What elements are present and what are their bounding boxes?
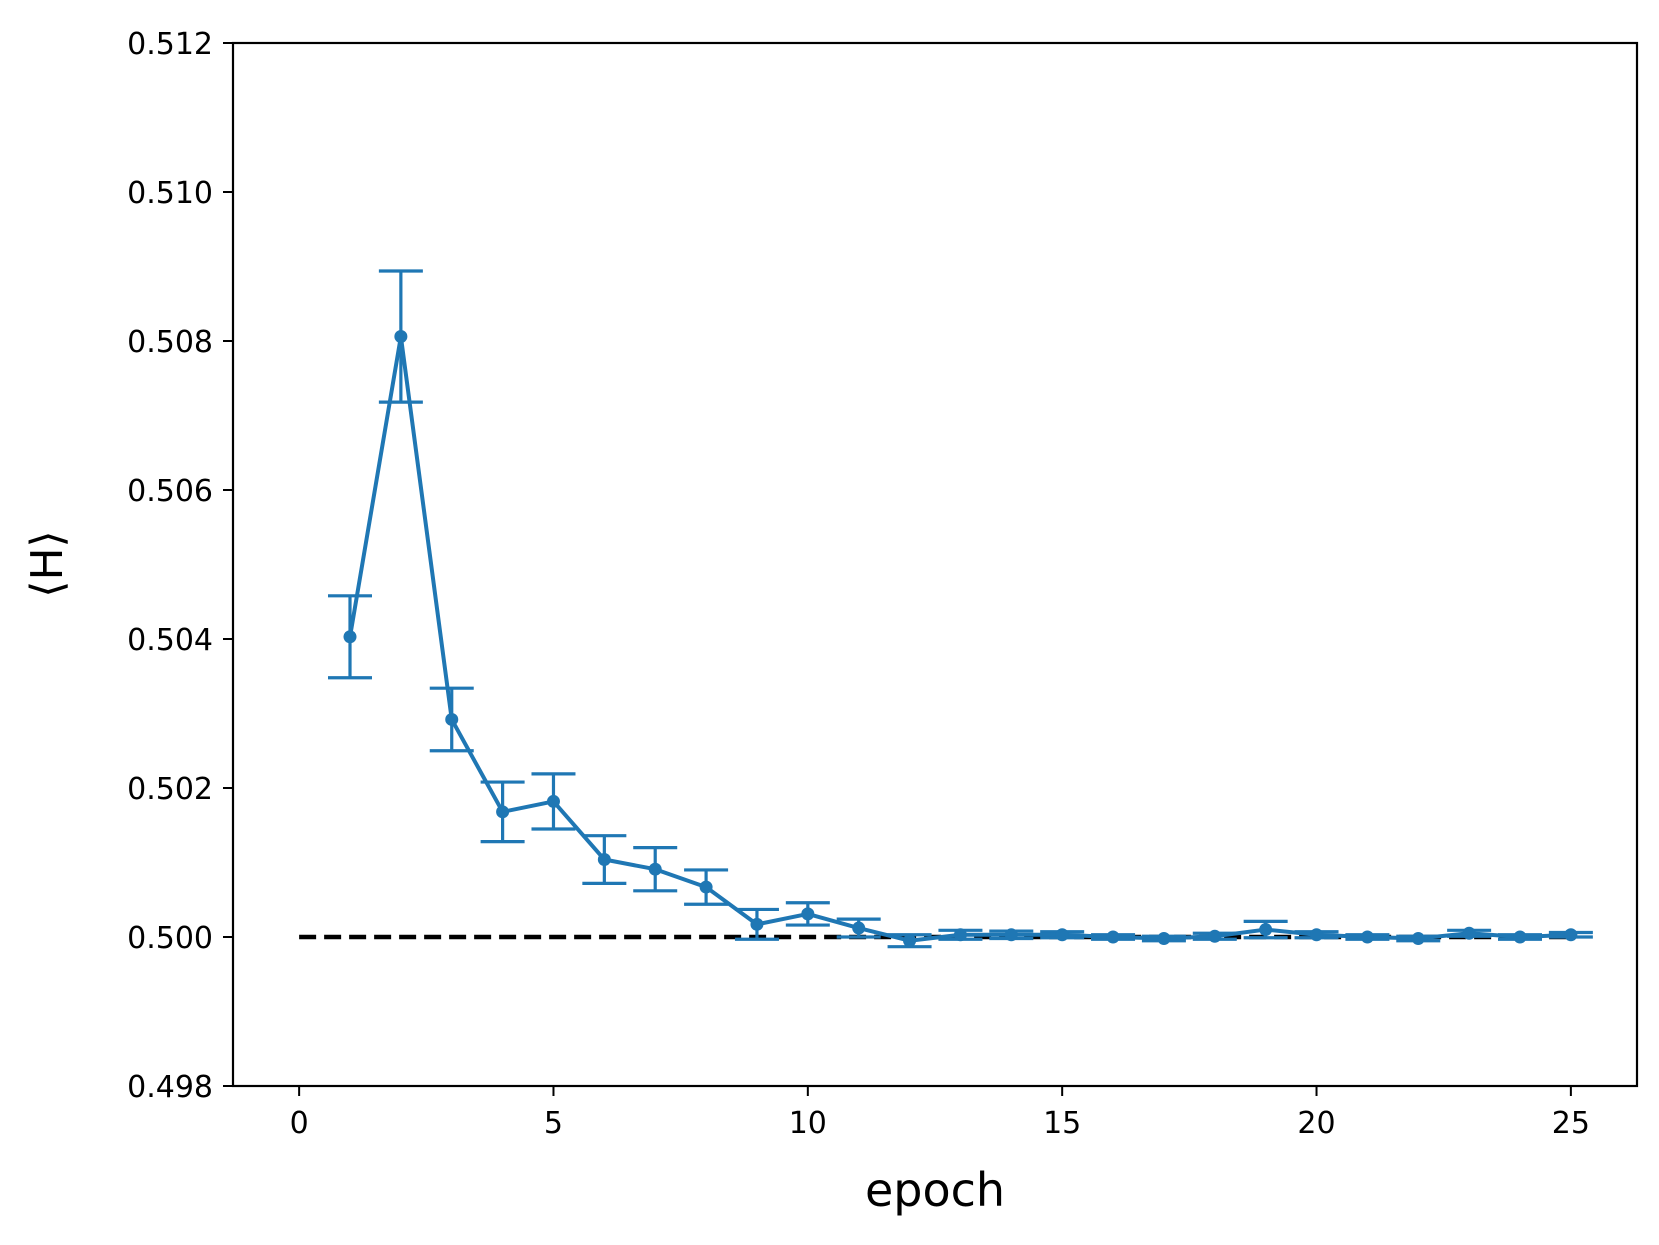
data-point: [801, 907, 815, 921]
data-point: [394, 330, 408, 344]
x-tick-label: 5: [544, 1106, 563, 1141]
data-point: [953, 928, 967, 942]
data-point: [852, 921, 866, 935]
x-tick-label: 10: [789, 1106, 827, 1141]
data-point: [343, 630, 357, 644]
y-tick-label: 0.498: [127, 1070, 213, 1105]
data-point: [750, 917, 764, 931]
y-tick-label: 0.510: [127, 176, 213, 211]
data-point: [1564, 928, 1578, 942]
y-axis-ticks: 0.498 0.500 0.502 0.504 0.506 0.508 0.510 0.512: [127, 27, 233, 1105]
x-tick-label: 15: [1043, 1106, 1081, 1141]
x-axis-ticks: 0 5 10 15 20 25: [290, 1086, 1590, 1141]
data-point: [1411, 931, 1425, 945]
y-tick-label: 0.508: [127, 325, 213, 360]
y-tick-label: 0.500: [127, 921, 213, 956]
data-point: [1513, 930, 1527, 944]
data-point: [648, 862, 662, 876]
data-point: [1462, 926, 1476, 940]
data-point: [1360, 930, 1374, 944]
data-point: [1055, 928, 1069, 942]
y-tick-label: 0.506: [127, 474, 213, 509]
plot-frame: [231, 41, 1639, 1088]
data-point: [445, 712, 459, 726]
data-point: [1157, 931, 1171, 945]
x-tick-label: 25: [1552, 1106, 1590, 1141]
y-tick-label: 0.512: [127, 27, 213, 62]
data-point: [496, 805, 510, 819]
plot-area: [233, 43, 1637, 1086]
data-point: [1259, 923, 1273, 937]
data-point: [699, 880, 713, 894]
y-tick-label: 0.504: [127, 623, 213, 658]
x-tick-label: 20: [1297, 1106, 1335, 1141]
data-point: [1310, 928, 1324, 942]
x-tick-label: 0: [290, 1106, 309, 1141]
x-axis-label: epoch: [865, 1163, 1005, 1217]
marker-layer: [343, 330, 1578, 948]
data-point: [1208, 929, 1222, 943]
data-point: [1004, 928, 1018, 942]
data-point: [1106, 930, 1120, 944]
data-point: [597, 853, 611, 867]
data-point: [546, 794, 560, 808]
y-tick-label: 0.502: [127, 772, 213, 807]
data-point: [903, 934, 917, 948]
y-axis-label: ⟨H⟩: [22, 530, 73, 597]
